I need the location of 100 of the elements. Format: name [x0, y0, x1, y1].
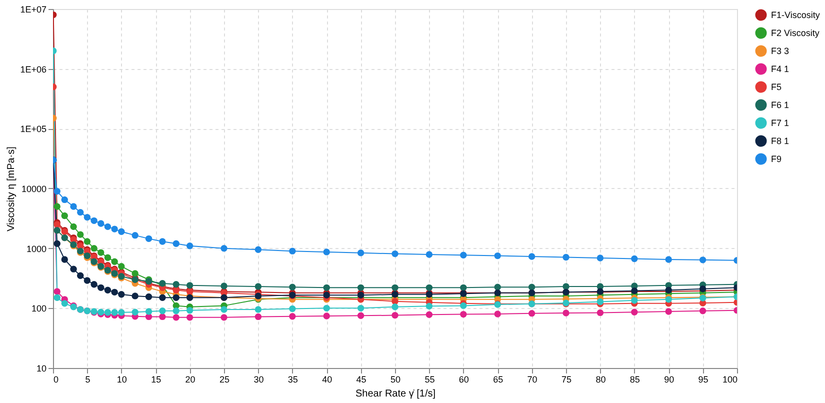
- point: [145, 293, 152, 300]
- point: [357, 304, 364, 312]
- x-axis-title: Shear Rate γ̇ [1/s]: [355, 388, 436, 400]
- point: [426, 302, 433, 310]
- x-tick-label: 55: [424, 374, 435, 384]
- point: [159, 294, 166, 301]
- x-tick-label: 85: [630, 374, 640, 384]
- point: [159, 313, 166, 320]
- point: [111, 288, 118, 296]
- point: [528, 284, 536, 290]
- point: [562, 283, 570, 290]
- point: [254, 246, 262, 254]
- point: [460, 284, 467, 292]
- legend-label: F7 1: [771, 118, 790, 128]
- point: [132, 270, 138, 277]
- x-tick-label: 60: [458, 374, 469, 384]
- x-tick-label: 25: [219, 374, 230, 384]
- point: [159, 238, 166, 245]
- point: [357, 250, 364, 256]
- point: [631, 255, 638, 262]
- point: [494, 310, 501, 318]
- point: [84, 214, 91, 221]
- point: [323, 312, 330, 320]
- point: [323, 304, 330, 312]
- point: [84, 277, 91, 284]
- point: [145, 308, 152, 315]
- y-tick-label: 10: [36, 364, 46, 374]
- point: [186, 306, 194, 314]
- point: [118, 228, 125, 235]
- point: [54, 294, 60, 301]
- point: [631, 297, 638, 304]
- point: [186, 242, 194, 250]
- point: [186, 282, 194, 289]
- legend-label: F6 1: [771, 100, 790, 110]
- point: [289, 305, 296, 312]
- x-tick-label: 70: [527, 374, 538, 384]
- x-tick-label: 10: [116, 374, 127, 384]
- x-tick-label: 95: [698, 374, 708, 384]
- point: [98, 249, 104, 256]
- y-tick-label: 1E+05: [20, 124, 46, 134]
- point: [132, 292, 138, 300]
- point: [61, 256, 68, 263]
- point: [54, 288, 60, 295]
- point: [528, 310, 536, 317]
- x-tick-label: 75: [561, 374, 572, 384]
- point: [220, 244, 228, 252]
- point: [70, 266, 77, 272]
- point: [596, 254, 604, 262]
- x-tick-label: 35: [288, 374, 298, 384]
- x-tick-label: 100: [722, 374, 738, 384]
- x-tick-label: 20: [185, 374, 196, 384]
- point: [220, 306, 228, 313]
- x-tick-label: 15: [151, 374, 162, 384]
- point: [596, 309, 604, 316]
- point: [159, 280, 166, 287]
- point: [699, 256, 706, 264]
- point: [90, 217, 98, 224]
- point: [254, 313, 262, 320]
- point: [54, 203, 60, 210]
- y-tick-label: 10000: [21, 184, 46, 194]
- x-tick-label: 65: [493, 374, 504, 384]
- point: [145, 235, 152, 242]
- point: [98, 220, 104, 227]
- point: [289, 284, 296, 290]
- point: [159, 308, 166, 314]
- point: [104, 223, 112, 230]
- point: [323, 284, 330, 292]
- point: [54, 188, 60, 195]
- legend-label: F4 1: [771, 64, 790, 74]
- point: [220, 314, 228, 321]
- point: [494, 284, 501, 290]
- legend-label: F2 Viscosity: [771, 28, 820, 38]
- legend-label: F8 1: [771, 136, 790, 146]
- x-tick-label: 45: [356, 374, 366, 384]
- point: [70, 203, 77, 210]
- point: [699, 308, 706, 314]
- point: [104, 286, 112, 294]
- point: [61, 212, 68, 220]
- x-tick-label: 40: [322, 374, 332, 384]
- point: [172, 240, 180, 247]
- point: [562, 254, 570, 261]
- point: [460, 302, 467, 310]
- y-tick-label: 1000: [26, 244, 46, 254]
- point: [172, 314, 180, 321]
- point: [111, 226, 118, 232]
- x-tick-label: 0: [54, 374, 59, 384]
- point: [111, 309, 118, 316]
- y-tick-label: 100: [31, 304, 46, 314]
- point: [392, 304, 398, 310]
- point: [357, 284, 364, 292]
- point: [665, 256, 672, 263]
- point: [289, 248, 296, 254]
- point: [665, 308, 672, 315]
- point: [392, 250, 398, 258]
- point: [460, 310, 467, 318]
- point: [562, 310, 570, 316]
- point: [631, 308, 638, 316]
- point: [172, 308, 180, 314]
- y-tick-label: 1E+06: [20, 64, 46, 74]
- point: [54, 240, 60, 247]
